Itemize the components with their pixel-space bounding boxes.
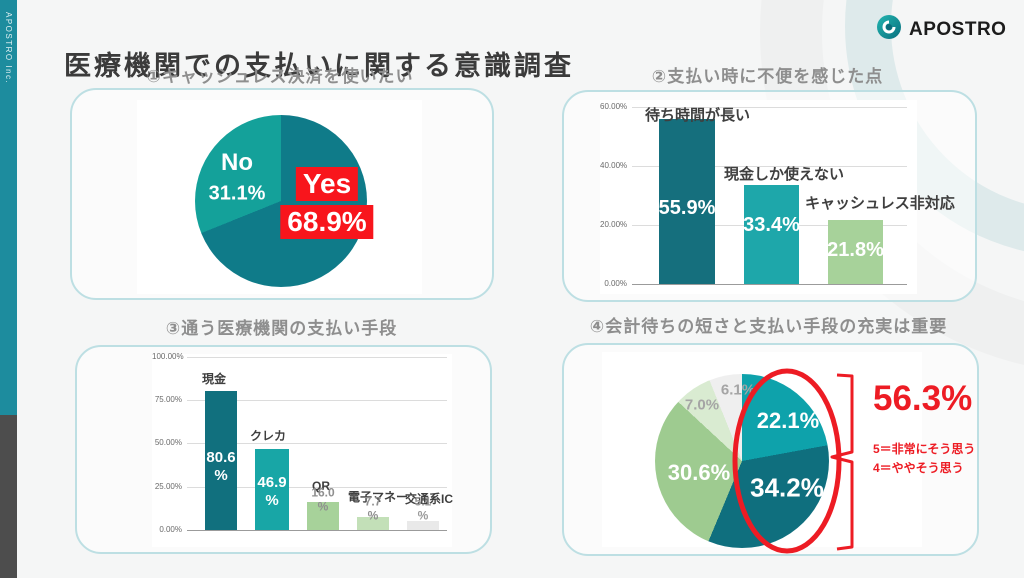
axis-tick-label: 0.00% [159, 525, 182, 534]
bar-category-label: 交通系IC [405, 492, 454, 506]
apostro-logo-icon [876, 14, 902, 45]
axis-tick-label: 60.00% [600, 102, 628, 111]
panel-title-4: ④会計待ちの短さと支払い手段の充実は重要 [589, 317, 948, 336]
bar-category-label: QR [312, 479, 330, 493]
company-logo: APOSTRO [876, 14, 1006, 45]
bar-category-label: 現金しか使えない [724, 166, 845, 183]
panel-title-2: ②支払い時に不便を感じた点 [651, 67, 884, 86]
pie-slice-label: Yes [295, 167, 359, 201]
axis-tick-label: 40.00% [600, 161, 628, 170]
bar [744, 185, 799, 284]
axis-tick-label: 100.00% [152, 352, 184, 361]
logo-wordmark: APOSTRO [909, 18, 1007, 40]
pie-chart-importance: 6.1% 7.0% 22.1% 30.6% 34.2% [602, 352, 922, 548]
pie-slice-label: 7.0% [684, 396, 720, 414]
axis-tick-label: 50.00% [154, 438, 182, 447]
x-axis-line [632, 284, 907, 285]
bar-value-label: 46.9 % [257, 474, 287, 509]
bar-category-label: キャッシュレス非対応 [805, 195, 955, 212]
gridline [632, 107, 907, 108]
axis-tick-label: 0.00% [604, 279, 627, 288]
pie [195, 115, 367, 287]
bar [407, 521, 439, 530]
gridline [187, 443, 447, 444]
bar [205, 390, 237, 530]
panel-title-1: ①キャッシュレス決済を使いたい [146, 67, 414, 86]
panel-title-3: ③通う医療機関の支払い手段 [165, 319, 398, 338]
sidebar-company-label: APOSTRO Inc. [4, 12, 13, 85]
bar-value-label: 16.0 % [311, 485, 335, 514]
bar [828, 219, 883, 284]
axis-tick-label: 25.00% [154, 482, 182, 491]
gridline [187, 400, 447, 401]
pie-slice-label: 34.2% [750, 472, 824, 503]
page-title: 医療機関での支払いに関する意識調査 [64, 51, 574, 82]
bar [659, 119, 715, 284]
x-axis-line [187, 530, 447, 531]
bar-category-label: 電子マネー [348, 490, 409, 504]
bar-category-label: 現金 [202, 372, 227, 386]
sidebar-footer-block [0, 415, 17, 578]
axis-tick-label: 20.00% [600, 220, 628, 229]
bar-chart-payment-methods: 100.00% 75.00% 50.00% 25.00% 0.00% 現金 80.6 % クレ… [152, 352, 454, 547]
bar-value-label: 5.1 % [414, 494, 432, 523]
gridline [632, 166, 907, 167]
gridline [187, 357, 447, 358]
bar-value-label: 33.4% [743, 214, 800, 236]
pie-chart-cashless-intent: No 31.1% Yes 68.9% [137, 100, 422, 294]
panel-card-inconvenience: 60.00% 40.00% 20.00% 0.00% 待ち時間が長い 55.9% 現金しか使… [562, 90, 977, 302]
bar [357, 516, 389, 530]
pie-slice-label: 6.1% [720, 381, 756, 399]
axis-tick-label: 75.00% [154, 395, 182, 404]
pie-slice-label: 30.6% [667, 460, 731, 485]
sidebar: APOSTRO Inc. [0, 0, 17, 578]
bar-value-label: 80.6 % [206, 449, 236, 484]
bar [307, 502, 339, 530]
panel-card-importance: 6.1% 7.0% 22.1% 30.6% 34.2% [562, 343, 979, 556]
gridline [187, 487, 447, 488]
bar-category-label: 待ち時間が長い [645, 107, 751, 124]
bar-category-label: クレカ [250, 429, 287, 443]
pie-slice-label: 68.9% [280, 205, 374, 239]
bar [255, 448, 289, 530]
bar-value-label: 7.7 % [364, 494, 382, 523]
bar-chart-inconvenience: 60.00% 40.00% 20.00% 0.00% 待ち時間が長い 55.9% 現金しか使… [600, 100, 955, 294]
pie-slice-label: 22.1% [756, 408, 820, 433]
panel-card-cashless-intent: No 31.1% Yes 68.9% [70, 88, 494, 300]
pie-slice-label: No [221, 149, 253, 176]
panel-card-payment-methods: 100.00% 75.00% 50.00% 25.00% 0.00% 現金 80.6 % クレ… [75, 345, 492, 554]
bar-value-label: 21.8% [827, 239, 884, 261]
bar-value-label: 55.9% [658, 197, 716, 219]
pie-slice-label: 31.1% [208, 182, 266, 205]
